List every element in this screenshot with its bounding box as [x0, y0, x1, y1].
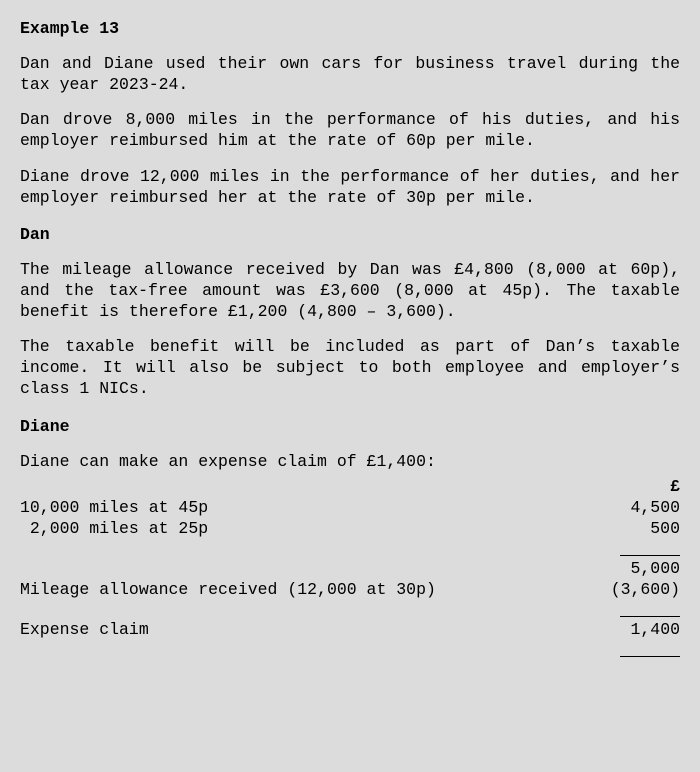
claim-rule-bottom — [20, 654, 680, 659]
diane-heading: Diane — [20, 416, 680, 437]
currency-header-row: £ — [20, 476, 680, 497]
dan-paragraph-2: The taxable benefit will be included as … — [20, 336, 680, 399]
calc-value-2: 500 — [590, 518, 680, 539]
intro-paragraph-1: Dan and Diane used their own cars for bu… — [20, 53, 680, 95]
calc-row-2: 2,000 miles at 25p 500 — [20, 518, 680, 539]
intro-paragraph-3: Diane drove 12,000 miles in the performa… — [20, 166, 680, 208]
diane-intro: Diane can make an expense claim of £1,40… — [20, 451, 680, 472]
dan-paragraph-1: The mileage allowance received by Dan wa… — [20, 259, 680, 322]
example-title: Example 13 — [20, 18, 680, 39]
calc-row-1: 10,000 miles at 45p 4,500 — [20, 497, 680, 518]
calc-label-1: 10,000 miles at 45p — [20, 497, 208, 518]
calc-value-1: 4,500 — [590, 497, 680, 518]
subtotal-value: 5,000 — [590, 558, 680, 579]
subtotal-row: 5,000 — [20, 558, 680, 579]
dan-heading: Dan — [20, 224, 680, 245]
calc-label-2: 2,000 miles at 25p — [20, 518, 208, 539]
received-value: (3,600) — [590, 579, 680, 600]
received-row: Mileage allowance received (12,000 at 30… — [20, 579, 680, 600]
received-label: Mileage allowance received (12,000 at 30… — [20, 579, 436, 600]
claim-value: 1,400 — [590, 619, 680, 640]
currency-symbol: £ — [590, 476, 680, 497]
intro-paragraph-2: Dan drove 8,000 miles in the performance… — [20, 109, 680, 151]
claim-row: Expense claim 1,400 — [20, 619, 680, 640]
claim-label: Expense claim — [20, 619, 149, 640]
